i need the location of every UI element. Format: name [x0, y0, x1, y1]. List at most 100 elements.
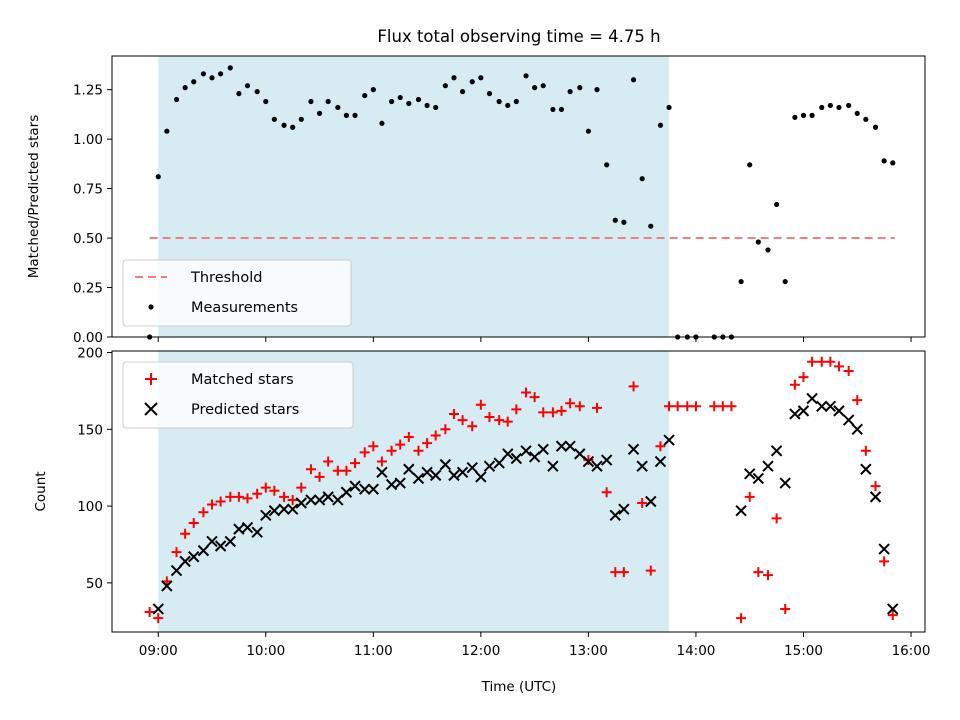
data-point: [295, 497, 307, 509]
data-point: [260, 482, 271, 493]
data-point: [198, 507, 209, 518]
data-point: [825, 356, 836, 367]
data-point: [779, 477, 791, 489]
data-point: [440, 424, 451, 435]
data-point: [592, 402, 603, 413]
data-point: [863, 116, 869, 122]
data-point: [657, 122, 664, 128]
data-point: [227, 65, 233, 71]
data-point: [538, 407, 549, 418]
data-point: [654, 455, 667, 468]
legend: Matched stars Predicted stars: [122, 361, 354, 429]
data-point: [475, 399, 486, 410]
data-point: [744, 468, 756, 480]
data-point: [842, 414, 855, 426]
data-point: [376, 456, 387, 467]
data-point: [637, 498, 648, 509]
data-point: [180, 528, 191, 539]
data-point: [513, 98, 519, 105]
data-point: [207, 499, 218, 510]
data-point: [332, 465, 343, 476]
data-point: [422, 438, 433, 449]
data-point: [451, 75, 457, 81]
data-point: [251, 526, 263, 538]
data-point: [268, 504, 281, 517]
data-point: [843, 365, 854, 376]
data-point: [413, 445, 424, 456]
data-point: [591, 460, 603, 472]
data-point: [484, 412, 495, 423]
y-tick-label: 150: [77, 422, 103, 438]
data-point: [170, 564, 183, 577]
data-point: [224, 535, 237, 548]
data-point: [789, 379, 800, 390]
data-point: [475, 471, 487, 483]
data-point: [215, 496, 226, 507]
data-point: [773, 201, 780, 208]
data-point: [797, 405, 810, 417]
data-point: [879, 556, 890, 567]
data-point: [537, 443, 549, 455]
data-point: [664, 401, 675, 412]
data-point: [762, 570, 773, 581]
data-point: [540, 83, 546, 89]
data-point: [798, 372, 809, 383]
data-point: [511, 404, 522, 415]
data-point: [604, 162, 610, 168]
x-tick-label: 10:00: [246, 643, 285, 659]
data-point: [583, 455, 594, 466]
data-point: [442, 83, 448, 89]
legend-label: Threshold: [190, 270, 262, 286]
data-point: [709, 401, 720, 412]
data-point: [429, 469, 442, 482]
data-point: [600, 454, 613, 466]
data-point: [415, 96, 422, 103]
data-point: [555, 440, 568, 452]
data-point: [278, 503, 290, 515]
data-point: [286, 503, 299, 515]
data-point: [869, 491, 882, 503]
data-point: [263, 98, 269, 105]
y-tick-label: 1.25: [73, 83, 103, 99]
data-point: [574, 401, 585, 412]
data-point: [846, 102, 852, 109]
data-point: [789, 408, 801, 420]
data-point: [505, 102, 511, 109]
data-point: [379, 120, 385, 126]
data-point: [547, 407, 558, 418]
data-point: [459, 89, 466, 95]
data-point: [854, 110, 860, 116]
data-point: [496, 98, 502, 105]
series-measurements: [147, 65, 896, 340]
data-point: [565, 398, 576, 409]
data-point: [510, 452, 523, 465]
data-point: [439, 458, 452, 471]
data-point: [389, 98, 395, 105]
data-point: [655, 441, 666, 452]
data-point: [738, 278, 744, 285]
data-point: [271, 116, 277, 122]
data-point: [770, 445, 783, 457]
data-point: [153, 613, 164, 624]
data-point: [287, 494, 298, 505]
data-point: [809, 112, 815, 118]
data-point: [564, 440, 576, 452]
data-point: [209, 75, 215, 81]
y-tick-label: 1.00: [73, 132, 103, 148]
data-point: [457, 415, 468, 426]
legend-box: [122, 361, 354, 429]
data-point: [816, 400, 828, 412]
data-point: [636, 460, 648, 472]
data-point: [233, 491, 244, 502]
data-point: [627, 443, 640, 455]
data-point: [771, 513, 782, 524]
legend-label: Matched stars: [191, 372, 294, 388]
data-point: [469, 79, 475, 85]
data-point: [359, 447, 370, 458]
legend-label: Measurements: [191, 300, 298, 316]
axes-frame: [111, 55, 926, 338]
x-tick-label: 12:00: [461, 643, 500, 659]
data-point: [225, 491, 236, 502]
x-tick-label: 15:00: [784, 643, 823, 659]
data-point: [639, 176, 645, 182]
